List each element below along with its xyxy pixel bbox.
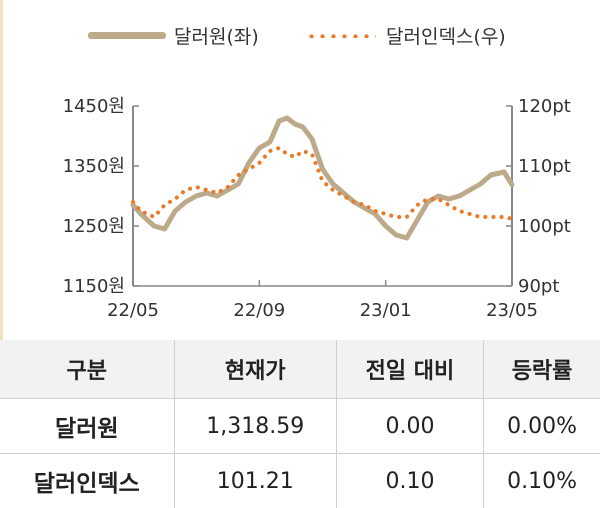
x-tick-label: 22/09 [233, 300, 285, 321]
x-tick-label: 23/05 [486, 300, 538, 321]
row-dxy-change: 0.10 [336, 454, 483, 508]
legend-item-usdkrw: 달러원(좌) [88, 22, 259, 49]
line-chart: 1450원 1350원 1250원 1150원 120pt 110pt 100pt 90pt 2… [0, 60, 600, 330]
left-tick-label: 1150원 [63, 276, 125, 297]
right-tick-label: 120pt [518, 96, 571, 117]
row-dxy-rate: 0.10% [484, 454, 600, 508]
left-tick-label: 1250원 [63, 216, 125, 237]
chart-legend: 달러원(좌) 달러인덱스(우) [0, 22, 600, 52]
right-tick-label: 90pt [518, 276, 559, 297]
x-tick-label: 22/05 [107, 300, 159, 321]
row-usdkrw-price: 1,318.59 [174, 399, 336, 454]
legend-item-dxy: 달러인덱스(우) [306, 22, 506, 49]
left-tick-label: 1450원 [63, 96, 125, 117]
right-tick-label: 100pt [518, 216, 571, 237]
right-tick-label: 110pt [518, 156, 571, 177]
header-current-price: 현재가 [174, 340, 336, 399]
left-tick-label: 1350원 [63, 156, 125, 177]
table-row: 달러원 1,318.59 0.00 0.00% [0, 399, 600, 454]
legend-label-dxy: 달러인덱스(우) [386, 22, 506, 49]
table-header-row: 구분 현재가 전일 대비 등락률 [0, 340, 600, 399]
legend-dotted-line-icon [306, 34, 376, 38]
row-usdkrw-change: 0.00 [336, 399, 483, 454]
legend-label-usdkrw: 달러원(좌) [174, 22, 259, 49]
x-tick-label: 23/01 [360, 300, 412, 321]
table-row: 달러인덱스 101.21 0.10 0.10% [0, 454, 600, 508]
legend-solid-line-icon [88, 32, 166, 39]
header-change-rate: 등락률 [484, 340, 600, 399]
row-dxy-name: 달러인덱스 [0, 454, 174, 508]
row-usdkrw-name: 달러원 [0, 399, 174, 454]
header-category: 구분 [0, 340, 174, 399]
header-change: 전일 대비 [336, 340, 483, 399]
row-dxy-price: 101.21 [174, 454, 336, 508]
series-line-dxy [133, 148, 512, 219]
row-usdkrw-rate: 0.00% [484, 399, 600, 454]
summary-table: 구분 현재가 전일 대비 등락률 달러원 1,318.59 0.00 0.00%… [0, 340, 600, 508]
